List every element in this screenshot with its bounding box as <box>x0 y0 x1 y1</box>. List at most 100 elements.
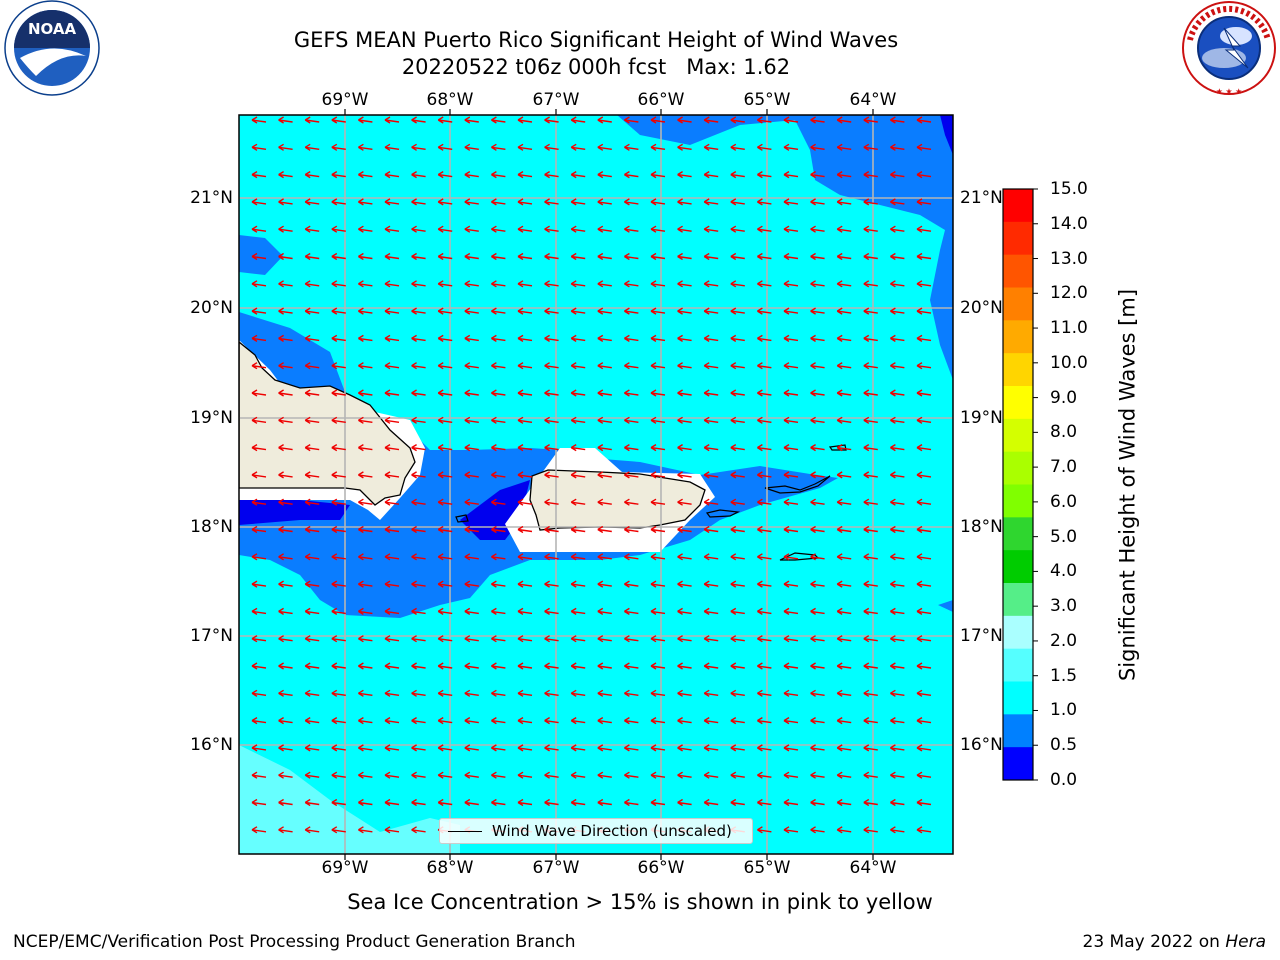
wind-arrow <box>863 307 878 315</box>
wind-arrow <box>597 580 612 588</box>
wind-arrow <box>890 498 905 506</box>
wind-arrow <box>278 826 293 834</box>
wind-arrow <box>411 170 426 179</box>
wind-arrow <box>331 471 346 479</box>
wind-arrow <box>730 498 745 506</box>
wind-arrow <box>278 498 293 506</box>
wind-arrow <box>278 416 293 424</box>
wind-arrow <box>703 362 719 370</box>
wind-arrow <box>544 635 559 643</box>
wind-arrow <box>411 143 426 151</box>
wind-arrow <box>597 252 612 261</box>
wind-arrow <box>810 716 825 725</box>
wind-arrow <box>304 662 320 670</box>
colorbar-swatch <box>1003 648 1033 682</box>
wind-arrow <box>251 443 267 452</box>
wind-arrow <box>570 553 586 561</box>
wind-arrow <box>437 716 453 725</box>
wind-arrow <box>304 116 320 124</box>
wind-arrow <box>570 143 586 151</box>
wind-arrow <box>570 498 586 506</box>
wind-arrow <box>464 798 479 807</box>
wind-arrow <box>703 280 719 288</box>
wind-arrow <box>411 307 426 315</box>
wind-arrow <box>464 416 479 424</box>
wind-arrow <box>411 280 426 288</box>
wind-arrow <box>730 389 745 397</box>
wind-arrow <box>251 334 267 343</box>
wind-arrow <box>810 443 825 452</box>
wind-arrow <box>677 280 692 288</box>
wind-arrow <box>757 362 772 370</box>
wind-arrow <box>783 580 799 588</box>
colorbar-swatch <box>1003 189 1033 223</box>
wind-arrow <box>491 716 506 725</box>
wind-arrow <box>517 307 533 315</box>
wind-arrow <box>624 362 639 370</box>
colorbar-swatch <box>1003 747 1033 781</box>
wind-arrow <box>251 143 267 151</box>
wind-arrow <box>251 416 267 424</box>
wind-arrow <box>597 689 612 697</box>
wind-arrow <box>863 443 878 452</box>
wind-arrow <box>411 662 426 670</box>
wind-arrow <box>916 280 932 288</box>
wind-arrow <box>251 689 267 697</box>
wind-arrow <box>810 280 825 288</box>
wind-arrow <box>358 362 373 370</box>
wind-arrow <box>331 689 346 697</box>
wind-arrow <box>703 635 719 643</box>
wind-arrow <box>916 635 932 643</box>
wind-arrow <box>650 525 666 534</box>
wind-arrow <box>916 471 932 479</box>
wind-arrow <box>251 280 267 288</box>
wind-arrow <box>677 607 692 616</box>
wind-arrow <box>491 389 506 397</box>
wind-arrow <box>836 662 852 670</box>
wind-arrow <box>251 307 267 315</box>
wind-arrow <box>836 498 852 506</box>
wind-arrow <box>730 525 745 534</box>
wind-arrow <box>730 280 745 288</box>
wind-arrow <box>491 252 506 261</box>
wind-arrow <box>890 744 905 752</box>
wind-arrow <box>916 362 932 370</box>
wind-arrow <box>783 143 799 151</box>
wind-arrow <box>703 744 719 752</box>
wind-arrow <box>624 553 639 561</box>
wind-arrow <box>890 689 905 697</box>
wind-arrow <box>730 553 745 561</box>
wind-arrow <box>491 553 506 561</box>
map-frame <box>238 114 954 855</box>
wind-arrow <box>863 416 878 424</box>
wind-arrow <box>624 443 639 452</box>
wind-arrow <box>331 280 346 288</box>
wind-arrow <box>783 553 799 561</box>
wind-arrow <box>890 198 905 206</box>
wind-arrow <box>491 362 506 370</box>
wind-arrow <box>757 198 772 206</box>
wind-arrow <box>304 307 320 315</box>
wind-arrow <box>358 443 373 452</box>
lon-label-bottom: 67°W <box>532 858 580 878</box>
wind-arrow <box>703 471 719 479</box>
wind-arrow <box>544 252 559 261</box>
wind-arrow <box>358 826 373 834</box>
wind-arrow <box>810 389 825 397</box>
wind-arrow <box>251 826 267 834</box>
wind-arrow <box>491 525 506 534</box>
wind-arrow <box>677 225 692 233</box>
svg-text:★ ★ ★: ★ ★ ★ <box>1216 87 1243 96</box>
wind-arrow <box>278 662 293 670</box>
wind-arrow <box>570 252 586 261</box>
wind-arrow <box>304 607 320 616</box>
wind-arrow <box>703 525 719 534</box>
wind-arrow <box>358 143 373 151</box>
lon-label-top: 64°W <box>849 90 897 110</box>
wind-arrow <box>677 389 692 397</box>
wind-arrow <box>251 170 267 179</box>
wind-arrow <box>677 498 692 506</box>
wind-arrow <box>251 662 267 670</box>
wind-arrow <box>278 716 293 725</box>
wind-arrow <box>411 744 426 752</box>
